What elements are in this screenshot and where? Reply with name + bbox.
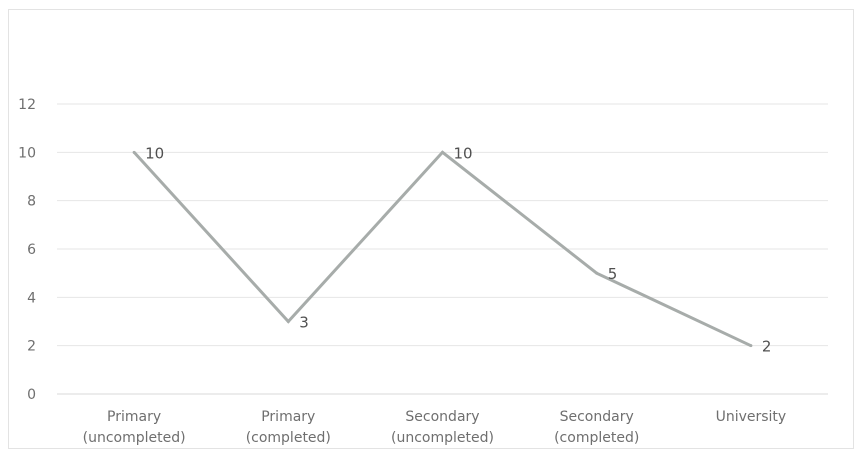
x-category-label-line: Primary: [261, 409, 315, 425]
y-tick-label-10: 10: [18, 145, 36, 161]
data-label-4: 2: [762, 338, 772, 356]
x-category-label-line: (uncompleted): [391, 430, 494, 446]
x-axis-categories: Primary (uncompleted)Primary (completed)Se…: [83, 409, 787, 446]
data-point-0: [132, 150, 136, 154]
x-category-label-4: University: [716, 409, 787, 425]
data-point-3: [595, 271, 599, 275]
chart-frame: [8, 9, 854, 449]
data-point-2: [441, 150, 444, 154]
x-category-label-line: Secondary: [405, 409, 479, 425]
x-category-label-0: Primary (uncompleted): [83, 409, 186, 446]
data-label-3: 5: [608, 265, 618, 283]
data-point-1: [286, 320, 290, 323]
data-label-0: 10: [145, 144, 164, 162]
grid-lines: [57, 103, 828, 395]
y-axis-ticks: 0 2 4 6 8 10 12: [18, 97, 36, 403]
y-tick-label-6: 6: [27, 242, 36, 258]
data-point-4: [749, 344, 753, 348]
y-tick-label-8: 8: [27, 194, 36, 210]
y-tick-label-4: 4: [27, 290, 36, 306]
y-tick-label-0: 0: [27, 387, 36, 403]
data-labels: 10 3 10 5 2: [145, 144, 771, 355]
x-category-label-line: University: [716, 409, 787, 425]
x-category-label-1: Primary (completed): [246, 409, 331, 446]
data-label-2: 10: [454, 144, 473, 162]
y-tick-label-2: 2: [27, 339, 36, 355]
x-category-label-2: Secondary (uncompleted): [391, 409, 494, 446]
series-line-group: [132, 150, 753, 348]
x-category-label-line: (completed): [246, 430, 331, 446]
x-category-label-line: Primary: [107, 409, 161, 425]
data-label-1: 3: [299, 314, 309, 332]
x-category-label-line: (completed): [554, 430, 639, 446]
x-category-label-line: Secondary: [560, 409, 634, 425]
x-category-label-line: (uncompleted): [83, 430, 186, 446]
x-category-label-3: Secondary (completed): [554, 409, 639, 446]
y-tick-label-12: 12: [18, 97, 36, 113]
